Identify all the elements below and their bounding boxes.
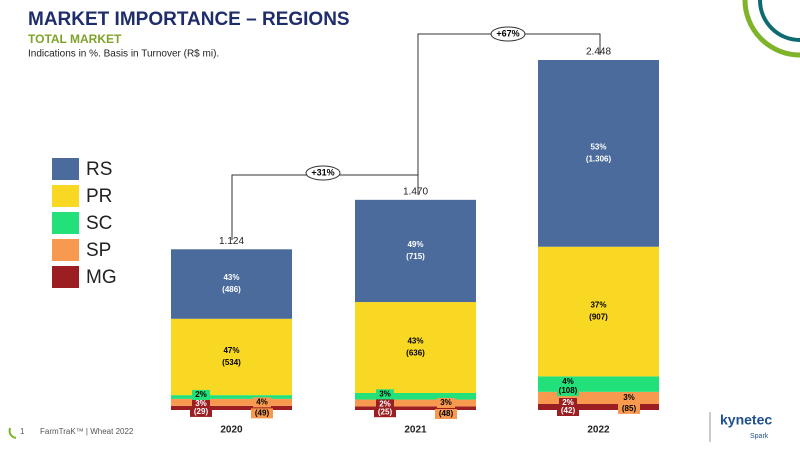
label-box <box>559 377 577 388</box>
percent-label: 2% <box>195 390 207 399</box>
value-label: (25) <box>378 407 393 416</box>
percent-label: 43% <box>223 273 239 282</box>
label-box <box>557 405 579 416</box>
label-box <box>618 403 640 414</box>
percent-label: 43% <box>407 337 423 346</box>
percent-label: 4% <box>256 397 268 406</box>
value-label: (715) <box>406 252 425 261</box>
percent-label: 37% <box>590 301 606 310</box>
logo-sub: Spark <box>750 433 769 440</box>
percent-label: 49% <box>407 240 423 249</box>
label-box <box>559 397 577 408</box>
label-box <box>192 389 210 400</box>
page-number: 1 <box>20 427 25 436</box>
bar-segment <box>171 318 292 396</box>
x-tick-label: 2021 <box>404 425 427 436</box>
corner-arc <box>758 0 800 42</box>
percent-label: 47% <box>223 346 239 355</box>
label-box <box>253 397 271 408</box>
legend-label: SC <box>86 213 112 234</box>
x-tick-label: 2020 <box>220 425 243 436</box>
percent-label: 2% <box>379 399 391 408</box>
label-box <box>374 407 396 418</box>
label-box <box>437 397 455 408</box>
label-box <box>251 408 273 419</box>
value-label: (85) <box>622 404 637 413</box>
legend-swatch <box>52 185 79 207</box>
legend-label: MG <box>86 267 117 288</box>
total-label: 2.448 <box>586 47 611 58</box>
percent-label: 3% <box>195 399 207 408</box>
value-label: (42) <box>561 406 576 415</box>
value-label: (907) <box>589 313 608 322</box>
legend-label: SP <box>86 240 111 261</box>
footer-text: FarmTraK™ | Wheat 2022 <box>40 427 134 436</box>
bar-segment <box>355 392 476 400</box>
value-label: (636) <box>406 349 425 358</box>
value-label: (29) <box>194 407 209 416</box>
bar-segment <box>538 403 659 410</box>
bar-segment <box>355 406 476 410</box>
bar-segment <box>171 405 292 410</box>
label-box <box>376 389 394 400</box>
label-box <box>435 408 457 419</box>
legend-swatch <box>52 239 79 261</box>
value-label: (534) <box>222 358 241 367</box>
bar-segment <box>355 302 476 393</box>
value-label: (48) <box>439 409 454 418</box>
percent-label: 4% <box>562 377 574 386</box>
title: MARKET IMPORTANCE – REGIONS <box>28 9 350 30</box>
value-label: (108) <box>559 386 578 395</box>
bar-segment <box>171 395 292 399</box>
label-box <box>620 392 638 403</box>
footer-mark <box>8 427 17 439</box>
legend-label: RS <box>86 159 112 180</box>
subtitle: TOTAL MARKET <box>28 32 122 46</box>
legend-swatch <box>52 158 79 180</box>
legend-swatch <box>52 212 79 234</box>
bar-segment <box>538 60 659 247</box>
logo: kynetec <box>720 412 772 428</box>
percent-label: 3% <box>379 389 391 398</box>
value-label: (49) <box>255 408 270 417</box>
note: Indications in %. Basis in Turnover (R$ … <box>28 49 219 60</box>
bar-segment <box>538 391 659 404</box>
bar-segment <box>171 249 292 319</box>
bar-segment <box>355 399 476 407</box>
percent-label: 3% <box>440 398 452 407</box>
corner-arc <box>742 0 800 58</box>
label-box <box>192 398 210 409</box>
bar-segment <box>171 398 292 406</box>
value-label: (486) <box>222 285 241 294</box>
bar-segment <box>355 199 476 303</box>
value-label: (1.306) <box>586 154 612 163</box>
growth-bubble <box>490 26 526 42</box>
total-label: 1.470 <box>403 186 428 197</box>
growth-bubble <box>305 165 341 181</box>
legend-swatch <box>52 266 79 288</box>
percent-label: 53% <box>590 142 606 151</box>
bar-segment <box>538 376 659 392</box>
bar-segment <box>538 246 659 377</box>
total-label: 1.124 <box>219 236 244 247</box>
percent-label: 3% <box>623 393 635 402</box>
x-tick-label: 2022 <box>587 425 610 436</box>
growth-label: +67% <box>496 28 519 38</box>
legend-label: PR <box>86 186 112 207</box>
label-box <box>190 406 212 417</box>
label-box <box>376 399 394 410</box>
growth-label: +31% <box>311 167 334 177</box>
label-box <box>557 386 579 397</box>
percent-label: 2% <box>562 398 574 407</box>
